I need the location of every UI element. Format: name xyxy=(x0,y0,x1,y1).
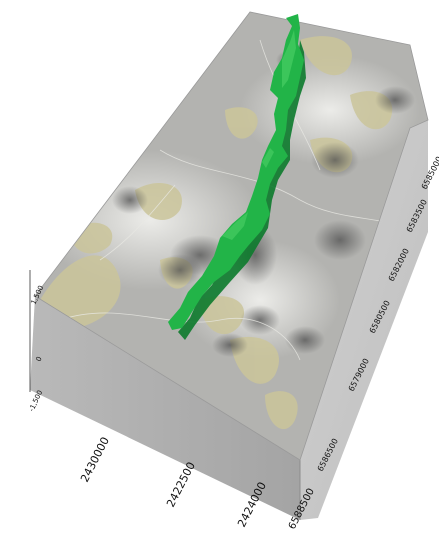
green-body xyxy=(168,14,306,340)
block-right-face xyxy=(300,120,428,520)
left-tick-label: -1,500 xyxy=(28,389,45,413)
block-left-face xyxy=(30,296,300,520)
front-tick-label: 2430000 xyxy=(78,435,112,485)
left-tick-label: 0 xyxy=(35,355,44,362)
road-lines xyxy=(59,39,411,361)
front-tick-label: 2422500 xyxy=(164,460,198,510)
block-top-outline xyxy=(34,11,429,461)
